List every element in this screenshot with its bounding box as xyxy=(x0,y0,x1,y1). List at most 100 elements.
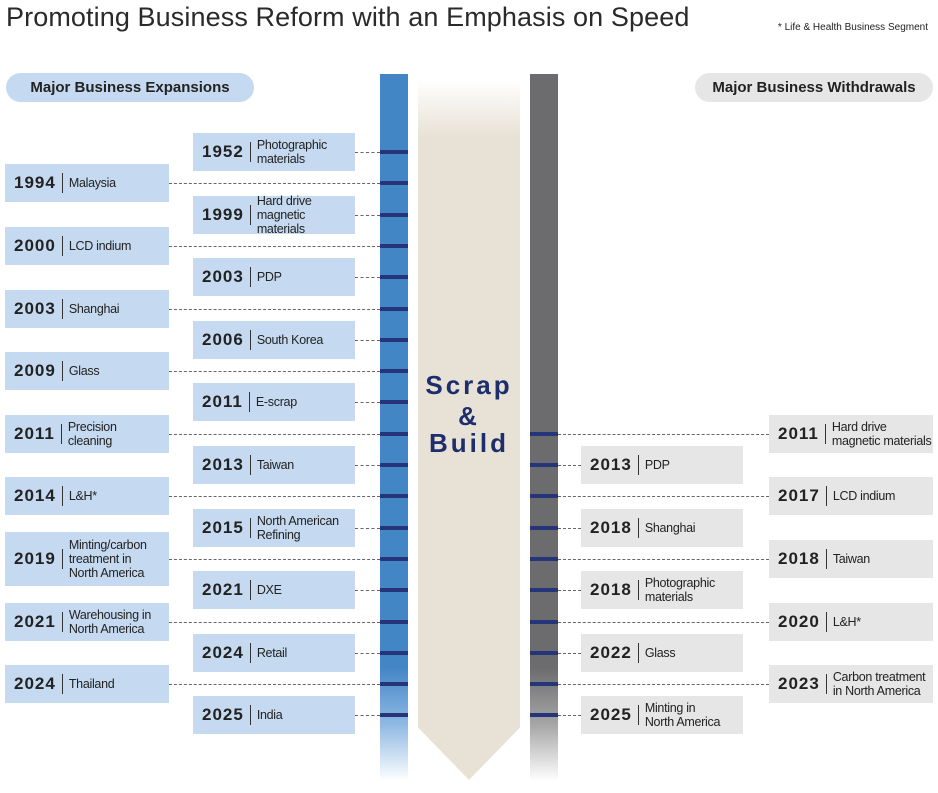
expansion-item: 2011 E-scrap xyxy=(193,383,355,422)
connector-line xyxy=(169,496,380,498)
item-label: PDP xyxy=(644,458,670,472)
expansion-item: 1999 Hard drive magnetic materials xyxy=(193,193,355,236)
item-year: 2011 xyxy=(778,423,819,443)
item-label: Hard drive magnetic materials xyxy=(831,419,932,448)
item-year: 2025 xyxy=(590,705,632,725)
item-label: Hard drive magnetic materials xyxy=(256,193,312,236)
expansion-item: 2025 India xyxy=(193,696,355,735)
connector-line xyxy=(558,527,581,529)
separator xyxy=(61,611,63,632)
item-label: Glass xyxy=(68,364,100,379)
item-label: Thailand xyxy=(68,677,115,692)
withdrawal-timeline-bar xyxy=(530,74,558,781)
connector-line xyxy=(355,652,380,654)
expansion-tick xyxy=(380,556,408,561)
connector-line xyxy=(558,433,769,435)
item-year: 1999 xyxy=(202,204,244,224)
item-label: Photographic materials xyxy=(644,576,715,605)
item-year: 2019 xyxy=(14,548,56,568)
item-year: 2022 xyxy=(590,642,632,662)
expansion-tick xyxy=(380,400,408,405)
item-year: 2018 xyxy=(590,580,632,600)
item-year: 2023 xyxy=(778,674,820,694)
item-year: 2009 xyxy=(14,361,56,381)
connector-line xyxy=(355,277,380,279)
separator xyxy=(249,267,251,288)
withdrawal-tick xyxy=(530,619,558,624)
separator xyxy=(825,486,827,507)
connector-line xyxy=(169,433,380,435)
expansion-item: 2011 Precision cleaning xyxy=(5,414,169,453)
separator xyxy=(249,455,251,475)
separator xyxy=(249,517,251,538)
expansion-item: 2024 Thailand xyxy=(5,665,169,704)
item-year: 2025 xyxy=(202,705,244,725)
expansions-heading: Major Business Expansions xyxy=(6,73,254,102)
item-year: 1952 xyxy=(202,142,244,161)
item-year: 2011 xyxy=(14,423,55,443)
withdrawal-tick xyxy=(530,713,558,718)
connector-line xyxy=(169,245,380,247)
connector-line xyxy=(355,527,380,529)
separator xyxy=(637,580,639,601)
item-label: L&H* xyxy=(68,489,97,504)
separator xyxy=(637,705,639,726)
connector-line xyxy=(355,402,380,404)
item-label: North American Refining xyxy=(256,513,339,542)
separator xyxy=(249,705,251,726)
item-label: Minting/carbon treatment in North Americ… xyxy=(68,537,147,580)
connector-line xyxy=(558,652,581,654)
withdrawal-tick xyxy=(530,431,558,436)
withdrawal-item: 2022 Glass xyxy=(581,633,743,672)
connector-line xyxy=(169,183,380,185)
item-label: Minting in North America xyxy=(644,701,721,730)
build-label: Build xyxy=(429,428,509,458)
expansion-tick xyxy=(380,243,408,248)
item-year: 2017 xyxy=(778,486,820,506)
expansion-timeline-bar xyxy=(380,74,408,781)
connector-line xyxy=(169,684,380,686)
connector-line xyxy=(558,590,581,592)
withdrawal-item: 2018 Taiwan xyxy=(769,539,933,578)
expansion-tick xyxy=(380,306,408,311)
withdrawal-item: 2025 Minting in North America xyxy=(581,696,743,735)
expansion-item: 1952 Photographic materials xyxy=(193,133,355,171)
withdrawal-tick xyxy=(530,682,558,687)
item-year: 2003 xyxy=(202,267,244,287)
footnote: * Life & Health Business Segment xyxy=(777,22,928,33)
connector-line xyxy=(169,621,380,623)
connector-line xyxy=(558,558,769,560)
withdrawal-tick xyxy=(530,525,558,530)
separator xyxy=(61,548,63,569)
item-label: Taiwan xyxy=(832,551,870,566)
item-year: 2021 xyxy=(202,580,244,600)
withdrawal-tick xyxy=(530,463,558,467)
item-label: Glass xyxy=(644,645,676,660)
page-title: Promoting Business Reform with an Emphas… xyxy=(6,2,690,32)
withdrawal-item: 2018 Shanghai xyxy=(581,508,743,547)
item-year: 2013 xyxy=(590,455,632,474)
scrap-label: Scrap xyxy=(425,370,513,400)
withdrawal-item: 2011 Hard drive magnetic materials xyxy=(769,414,933,453)
item-year: 2013 xyxy=(202,455,244,474)
separator xyxy=(249,204,251,225)
item-label: Photographic materials xyxy=(256,138,327,166)
item-label: LCD indium xyxy=(68,238,132,253)
item-label: Shanghai xyxy=(644,520,696,535)
withdrawal-tick xyxy=(530,588,558,593)
item-label: Retail xyxy=(256,645,287,660)
item-label: E-scrap xyxy=(255,395,297,410)
item-year: 2021 xyxy=(14,611,56,631)
expansion-item: 2003 Shanghai xyxy=(5,289,169,328)
separator xyxy=(637,455,639,475)
item-label: Warehousing in North America xyxy=(68,607,152,636)
withdrawal-item: 2018 Photographic materials xyxy=(581,571,743,610)
scrap-build-arrow xyxy=(418,80,520,780)
expansion-tick xyxy=(380,588,408,593)
expansion-tick xyxy=(380,494,408,499)
connector-line xyxy=(558,715,581,717)
withdrawal-tick xyxy=(530,650,558,655)
expansion-item: 2021 DXE xyxy=(193,571,355,610)
item-label: PDP xyxy=(256,270,282,285)
separator xyxy=(824,423,826,444)
